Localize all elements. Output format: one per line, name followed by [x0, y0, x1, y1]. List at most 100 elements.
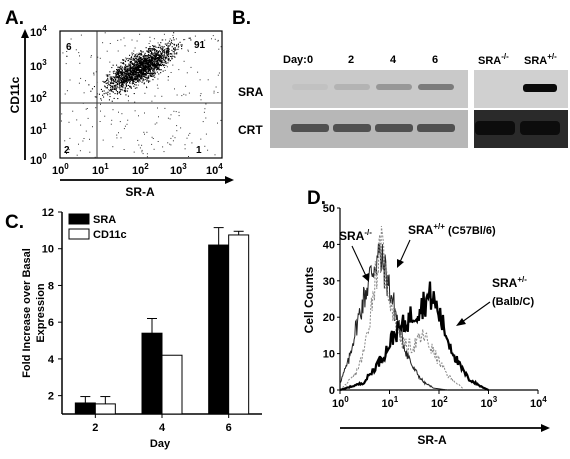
scatter-point: [154, 45, 156, 47]
scatter-point: [112, 87, 114, 89]
scatter-point: [125, 71, 127, 73]
scatter-point: [134, 55, 136, 57]
scatter-point: [117, 81, 119, 83]
scatter-point: [136, 64, 138, 66]
scatter-point: [124, 76, 126, 78]
arrowhead-sra-wt: [397, 259, 404, 268]
annotation-sra-ko: SRA-/-: [339, 228, 372, 243]
scatter-point: [157, 54, 159, 56]
scatter-point: [165, 61, 167, 63]
scatter-point: [149, 69, 151, 71]
scatter-point: [115, 84, 117, 86]
scatter-point: [129, 75, 131, 77]
crt-band: [375, 124, 413, 132]
scatter-point: [170, 55, 172, 57]
scatter-point: [132, 66, 134, 68]
scatter-point: [174, 56, 176, 58]
scatter-point: [160, 72, 162, 74]
scatter-point: [149, 71, 151, 73]
scatter-point: [132, 79, 134, 81]
scatter-point: [170, 114, 172, 116]
scatter-point: [150, 61, 152, 63]
scatter-point: [154, 52, 156, 54]
scatter-point: [145, 72, 147, 74]
scatter-point: [120, 77, 122, 79]
a-ytick-0: 100: [30, 152, 47, 167]
scatter-point: [144, 65, 146, 67]
scatter-point: [140, 76, 142, 78]
scatter-point: [157, 54, 159, 56]
scatter-point: [148, 68, 150, 70]
scatter-point: [218, 48, 220, 50]
scatter-point: [144, 59, 146, 61]
scatter-point: [145, 70, 147, 72]
scatter-point: [149, 36, 151, 38]
scatter-point: [142, 61, 144, 63]
scatter-point: [121, 74, 123, 76]
scatter-point: [167, 45, 169, 47]
scatter-point: [154, 50, 156, 52]
scatter-point: [190, 39, 192, 41]
panel-c-letter: C.: [5, 212, 24, 233]
scatter-point: [107, 77, 109, 79]
scatter-point: [106, 87, 108, 89]
scatter-point: [114, 76, 116, 78]
scatter-point: [148, 43, 150, 44]
scatter-point: [180, 44, 182, 46]
scatter-point: [126, 82, 128, 84]
scatter-point: [163, 62, 165, 64]
scatter-point: [99, 57, 101, 59]
scatter-point: [126, 90, 128, 92]
scatter-point: [80, 124, 82, 126]
scatter-point: [113, 72, 115, 74]
scatter-point: [169, 38, 171, 40]
scatter-point: [116, 137, 118, 139]
scatter-point: [160, 57, 162, 59]
c-bar: [228, 234, 250, 415]
scatter-point: [169, 60, 171, 62]
scatter-point: [135, 67, 137, 69]
scatter-point: [116, 82, 118, 84]
scatter-point: [151, 61, 153, 63]
panel-a-y-ticks: 104 103 102 101 100: [30, 24, 47, 167]
quadrant-ul-value: 6: [66, 42, 72, 53]
scatter-point: [117, 70, 119, 72]
scatter-point: [156, 59, 158, 61]
d-histogram-curve: [339, 281, 489, 392]
scatter-point: [155, 49, 157, 51]
scatter-point: [187, 50, 189, 52]
scatter-point: [107, 75, 109, 77]
scatter-point: [129, 58, 131, 60]
scatter-point: [134, 110, 136, 112]
scatter-point: [110, 81, 112, 83]
arrow-sra-het: [461, 301, 491, 323]
scatter-point: [124, 71, 126, 73]
scatter-point: [120, 74, 122, 76]
scatter-point: [123, 73, 125, 75]
scatter-point: [148, 77, 150, 79]
scatter-point: [139, 66, 141, 68]
scatter-point: [150, 68, 152, 70]
scatter-point: [172, 34, 174, 36]
scatter-point: [112, 82, 114, 84]
scatter-point: [148, 56, 150, 58]
annotation-sra-het: SRA+/-: [492, 275, 527, 290]
scatter-point: [126, 80, 128, 82]
scatter-point: [117, 79, 119, 81]
scatter-point: [161, 53, 163, 55]
scatter-point: [169, 118, 171, 120]
scatter-point: [150, 53, 152, 55]
scatter-point: [111, 85, 113, 87]
c-legend-label: CD11c: [93, 229, 127, 241]
scatter-point: [157, 57, 159, 59]
scatter-point: [148, 56, 150, 58]
scatter-point: [163, 51, 165, 53]
scatter-point: [104, 115, 106, 117]
arrow-sra-wt: [399, 239, 411, 263]
scatter-point: [152, 64, 154, 66]
scatter-point: [124, 91, 126, 93]
scatter-point: [189, 132, 191, 134]
scatter-point: [157, 68, 159, 70]
scatter-point: [125, 75, 127, 77]
